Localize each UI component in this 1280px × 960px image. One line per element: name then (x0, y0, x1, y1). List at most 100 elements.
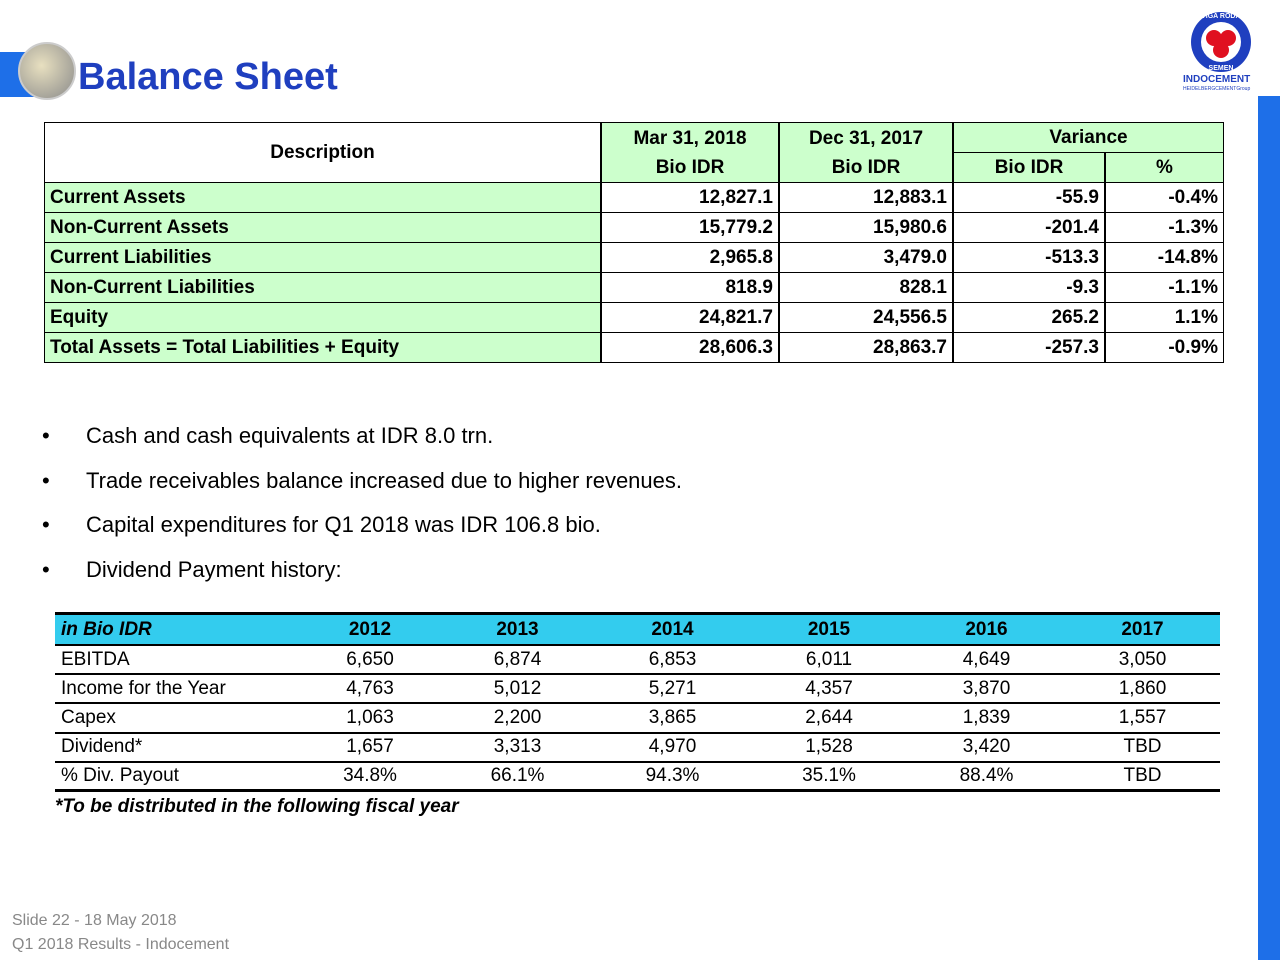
column-header: 2013 (440, 615, 595, 646)
value-cell: 88.4% (908, 763, 1065, 792)
value-cell: 35.1% (750, 763, 908, 792)
value-cell: 6,650 (300, 646, 440, 676)
row-label: Current Liabilities (44, 242, 601, 273)
value-cell: 94.3% (595, 763, 750, 792)
value-cell: 6,011 (750, 646, 908, 676)
bullet-text: Cash and cash equivalents at IDR 8.0 trn… (86, 423, 494, 448)
value-cell: 1,860 (1065, 675, 1220, 705)
value-cell: 3,313 (440, 734, 595, 763)
value-cell: -0.4% (1105, 182, 1224, 213)
row-label: EBITDA (55, 646, 300, 676)
footnote: *To be distributed in the following fisc… (55, 796, 459, 817)
column-header: 2016 (908, 615, 1065, 646)
value-cell: 5,271 (595, 675, 750, 705)
value-cell: TBD (1065, 763, 1220, 792)
value-cell: 3,870 (908, 675, 1065, 705)
value-cell: 1,657 (300, 734, 440, 763)
footer-title: Q1 2018 Results - Indocement (12, 936, 230, 953)
header-cell: Mar 31, 2018 Bio IDR (601, 122, 779, 183)
value-cell: -257.3 (953, 332, 1105, 363)
header-line: Bio IDR (655, 156, 725, 178)
row-label: Total Assets = Total Liabilities + Equit… (44, 332, 601, 363)
value-cell: 12,883.1 (779, 182, 953, 213)
row-label: % Div. Payout (55, 763, 300, 792)
value-cell: 12,827.1 (601, 182, 779, 213)
value-cell: 4,763 (300, 675, 440, 705)
header-line: Mar 31, 2018 (633, 127, 747, 149)
value-cell: -201.4 (953, 212, 1105, 243)
row-label: Equity (44, 302, 601, 333)
header-line: Bio IDR (831, 156, 901, 178)
value-cell: 1,528 (750, 734, 908, 763)
value-cell: 5,012 (440, 675, 595, 705)
value-cell: -9.3 (953, 272, 1105, 303)
column-header: 2014 (595, 615, 750, 646)
logo: TIGA RODA SEMEN (1191, 12, 1251, 72)
value-cell: 6,853 (595, 646, 750, 676)
value-cell: 3,865 (595, 704, 750, 734)
value-cell: 1,557 (1065, 704, 1220, 734)
header-line: Dec 31, 2017 (808, 127, 924, 149)
group-name: HEIDELBERGCEMENTGroup (1183, 86, 1251, 92)
value-cell: TBD (1065, 734, 1220, 763)
title: Balance Sheet (78, 56, 338, 98)
value-cell: 28,606.3 (601, 332, 779, 363)
value-cell: 15,980.6 (779, 212, 953, 243)
header-cell: Description (44, 122, 601, 183)
row-label: Dividend* (55, 734, 300, 763)
value-cell: 6,874 (440, 646, 595, 676)
table-rule (55, 612, 1220, 615)
value-cell: 818.9 (601, 272, 779, 303)
row-label: Capex (55, 704, 300, 734)
footer-slide: Slide 22 - 18 May 2018 (12, 912, 177, 929)
bullet-text: Dividend Payment history: (86, 557, 342, 583)
value-cell: 4,649 (908, 646, 1065, 676)
value-cell: 34.8% (300, 763, 440, 792)
header-cell: Dec 31, 2017 Bio IDR (779, 122, 953, 183)
value-cell: -55.9 (953, 182, 1105, 213)
row-label: Income for the Year (55, 675, 300, 705)
bullet-mark: • (42, 512, 50, 538)
bullet-text: Trade receivables balance increased due … (86, 467, 682, 493)
row-label: Non-Current Liabilities (44, 272, 601, 303)
bullet-mark: • (42, 467, 50, 493)
value-cell: 3,479.0 (779, 242, 953, 273)
value-cell: 1,063 (300, 704, 440, 734)
header-cell: % (1105, 152, 1224, 183)
value-cell: 828.1 (779, 272, 953, 303)
row-label: Current Assets (44, 182, 601, 213)
column-header: 2017 (1065, 615, 1220, 646)
row-label: Non-Current Assets (44, 212, 601, 243)
value-cell: 24,556.5 (779, 302, 953, 333)
value-cell: 2,965.8 (601, 242, 779, 273)
side-bar (1258, 96, 1280, 960)
value-cell: 3,420 (908, 734, 1065, 763)
value-cell: 1,839 (908, 704, 1065, 734)
company-name: INDOCEMENT (1183, 74, 1251, 85)
value-cell: -0.9% (1105, 332, 1224, 363)
title-icon (18, 42, 76, 100)
value-cell: 4,357 (750, 675, 908, 705)
value-cell: 2,644 (750, 704, 908, 734)
bullet-mark: • (42, 423, 50, 448)
value-cell: 24,821.7 (601, 302, 779, 333)
value-cell: -1.1% (1105, 272, 1224, 303)
bullet-mark: • (42, 557, 50, 583)
value-cell: -1.3% (1105, 212, 1224, 243)
value-cell: 2,200 (440, 704, 595, 734)
value-cell: 1.1% (1105, 302, 1224, 333)
header-cell: Variance (953, 122, 1224, 153)
value-cell: 265.2 (953, 302, 1105, 333)
value-cell: -14.8% (1105, 242, 1224, 273)
column-header: 2012 (300, 615, 440, 646)
value-cell: 3,050 (1065, 646, 1220, 676)
column-header: 2015 (750, 615, 908, 646)
bullet-text: Capital expenditures for Q1 2018 was IDR… (86, 512, 601, 538)
value-cell: 66.1% (440, 763, 595, 792)
value-cell: 28,863.7 (779, 332, 953, 363)
logo-ring-bottom: SEMEN (1209, 65, 1234, 72)
column-header: in Bio IDR (55, 615, 300, 646)
value-cell: 15,779.2 (601, 212, 779, 243)
header-cell: Bio IDR (953, 152, 1105, 183)
value-cell: 4,970 (595, 734, 750, 763)
